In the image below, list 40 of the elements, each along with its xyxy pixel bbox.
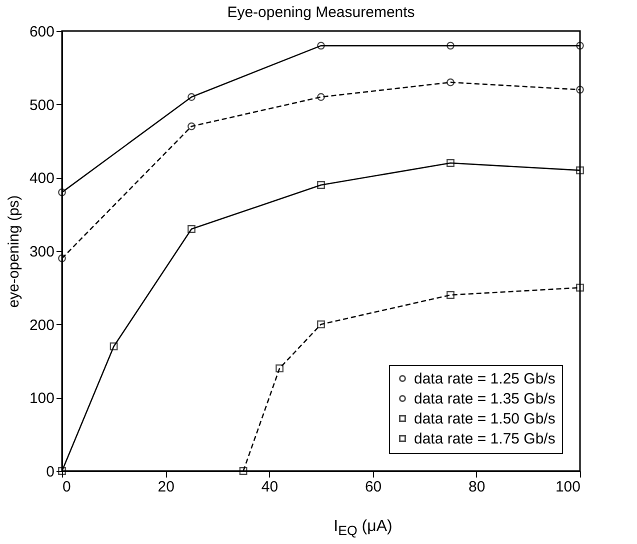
- y-axis-title: eye-opening (ps): [5, 195, 22, 308]
- point: [188, 225, 196, 233]
- point: [239, 467, 248, 475]
- point: [317, 320, 325, 328]
- point: [58, 188, 66, 196]
- point: [317, 42, 325, 50]
- x-tick-label: 40: [261, 478, 278, 496]
- point: [576, 166, 584, 174]
- point: [576, 284, 584, 292]
- point: [58, 254, 66, 262]
- x-axis-title: I$_{EQ}$ (μA): [332, 518, 394, 538]
- y-tick-label: 400: [29, 170, 54, 188]
- point: [576, 86, 584, 94]
- x-tick-label: 20: [158, 478, 174, 496]
- x-tick-label: 60: [364, 478, 382, 496]
- legend-label: data rate = 1.75 Gb/s: [414, 430, 556, 448]
- point: [188, 122, 196, 130]
- point: [446, 78, 454, 86]
- y-tick-label: 100: [29, 390, 54, 408]
- y-tick-label: 0: [46, 464, 54, 480]
- chart-title: Eye-opening Measurements: [227, 4, 415, 21]
- point: [446, 42, 454, 50]
- legend-label: data rate = 1.50 Gb/s: [414, 410, 556, 428]
- y-tick-label: 200: [29, 316, 54, 334]
- point: [110, 342, 118, 350]
- x-tick-label: 100: [555, 478, 580, 496]
- point: [576, 42, 584, 50]
- point: [446, 291, 454, 299]
- point: [317, 93, 325, 101]
- y-tick-label: 600: [29, 24, 54, 40]
- y-tick-label: 500: [29, 96, 54, 114]
- point: [446, 159, 454, 167]
- x-tick-label: 0: [62, 478, 71, 496]
- point: [317, 181, 325, 189]
- point: [276, 364, 284, 372]
- x-tick-label: 80: [468, 478, 486, 496]
- legend-label: data rate = 1.35 Gb/s: [414, 390, 556, 408]
- point: [188, 93, 196, 101]
- legend-label: data rate = 1.25 Gb/s: [414, 370, 556, 388]
- y-tick-label: 300: [29, 244, 54, 260]
